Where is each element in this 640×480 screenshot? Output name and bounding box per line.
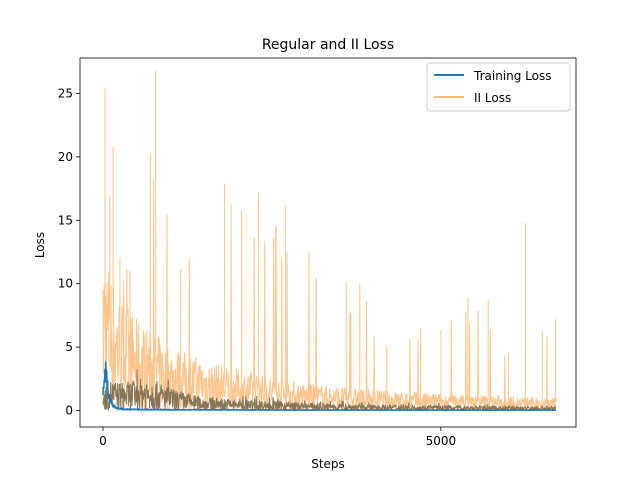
y-tick-label: 5 xyxy=(65,340,73,354)
y-tick-label: 20 xyxy=(58,150,73,164)
axes-frame xyxy=(79,57,577,428)
series-overlap-line xyxy=(102,369,557,413)
y-tick-label: 10 xyxy=(58,277,73,291)
chart-title: Regular and II Loss xyxy=(262,37,394,53)
legend-label-training-loss: Training Loss xyxy=(473,69,551,83)
y-axis: 0 5 10 15 20 25 xyxy=(58,87,80,418)
series-training-loss-line xyxy=(102,361,557,412)
y-axis-label: Loss xyxy=(33,232,47,258)
plot-area xyxy=(102,70,557,413)
legend-label-ii-loss: II Loss xyxy=(474,91,511,105)
y-tick-label: 0 xyxy=(65,404,73,418)
x-axis: 0 5000 xyxy=(99,427,456,448)
x-tick-label: 0 xyxy=(99,434,107,448)
x-axis-label: Steps xyxy=(311,457,345,471)
y-tick-label: 15 xyxy=(58,213,73,227)
series-ii-loss-line xyxy=(102,70,557,412)
x-tick-label: 5000 xyxy=(426,434,457,448)
legend: Training Loss II Loss xyxy=(426,62,571,112)
y-tick-label: 25 xyxy=(58,87,73,101)
